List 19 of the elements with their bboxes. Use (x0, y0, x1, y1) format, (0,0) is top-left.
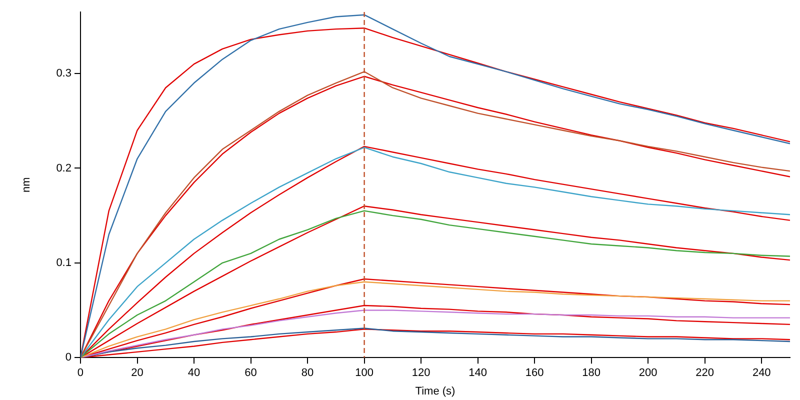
x-tick-label: 80 (301, 367, 314, 380)
x-tick-label: 160 (525, 367, 544, 380)
x-tick-label: 240 (752, 367, 771, 380)
x-tick-label: 100 (355, 367, 374, 380)
x-axis-title: Time (s) (415, 385, 456, 398)
x-tick-label: 200 (638, 367, 658, 380)
y-tick-label: 0.3 (56, 68, 72, 80)
y-tick-label: 0.2 (56, 162, 72, 174)
y-tick-label: 0.1 (56, 256, 72, 269)
y-tick-label: 0 (65, 352, 72, 364)
x-tick-label: 140 (468, 367, 487, 380)
y-axis-title: nm (20, 177, 33, 192)
x-tick-label: 180 (582, 367, 601, 380)
x-tick-label: 220 (696, 367, 714, 380)
x-tick-label: 120 (412, 367, 430, 380)
x-tick-label: 60 (244, 367, 257, 380)
x-tick-label: 20 (131, 367, 144, 380)
x-tick-label: 40 (188, 367, 200, 380)
x-tick-label: 0 (77, 367, 84, 380)
